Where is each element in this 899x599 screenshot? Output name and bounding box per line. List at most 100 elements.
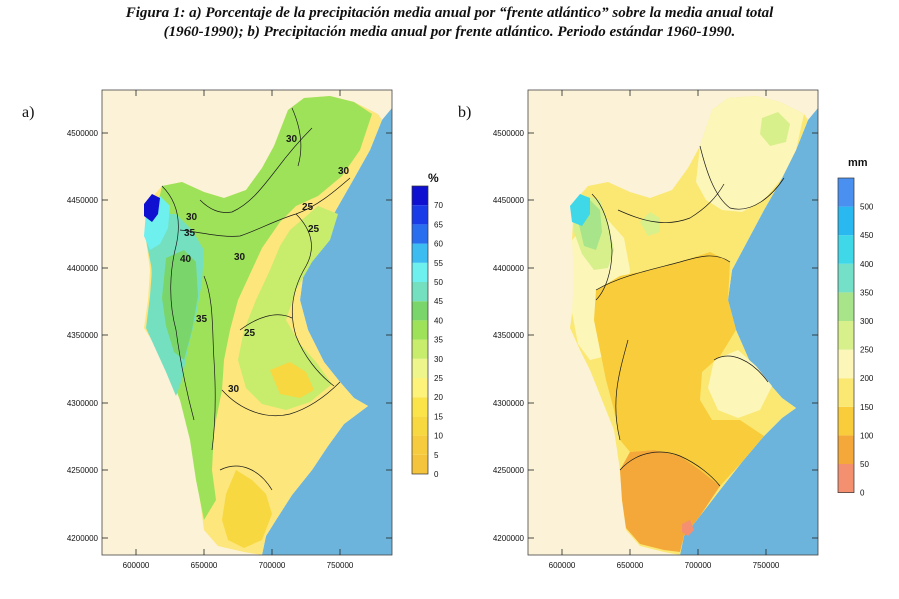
legend-swatch (838, 464, 854, 493)
x-tick-label: 600000 (123, 561, 150, 570)
legend-swatch (838, 235, 854, 264)
legend-swatch (838, 206, 854, 236)
panel-b-legend-unit: mm (848, 157, 868, 169)
contour-label: 30 (234, 252, 246, 263)
legend-label: 15 (434, 412, 443, 421)
legend-swatch (412, 397, 428, 417)
legend-swatch (838, 292, 854, 321)
legend-swatch (412, 454, 428, 474)
panel-a-zone-20-25-south (222, 470, 272, 548)
contour-label: 35 (196, 314, 208, 325)
legend-swatch (838, 178, 854, 207)
legend-swatch (412, 416, 428, 436)
x-tick-label: 650000 (617, 561, 644, 570)
panel-b-zone-250-300-peak (760, 112, 790, 146)
y-tick-label: 4500000 (493, 129, 525, 138)
legend-frame (837, 177, 855, 493)
legend-label: 0 (434, 470, 439, 479)
panel-a-legend-unit: % (428, 171, 439, 185)
panel-b-zone-400-450 (570, 194, 590, 226)
legend-label: 0 (860, 489, 865, 498)
legend-swatch (412, 205, 428, 225)
y-tick-label: 4450000 (493, 196, 525, 205)
panel-b-zone-250-300-inland (640, 212, 660, 236)
legend-label: 300 (860, 317, 874, 326)
legend-swatch (838, 378, 854, 407)
legend-swatch (412, 301, 428, 321)
y-tick-label: 4200000 (67, 534, 99, 543)
panel-b-axes: 600000 650000 700000 750000 4500000 4450000 44… (493, 90, 818, 570)
panel-b-zone-50-100 (620, 450, 720, 552)
y-tick-label: 4300000 (67, 399, 99, 408)
panel-a-frame (101, 89, 393, 556)
legend-swatch (412, 186, 428, 206)
legend-label: 60 (434, 240, 443, 249)
panel-a-sea (262, 90, 392, 555)
panel-a-contours (161, 107, 351, 491)
legend-swatch (838, 321, 854, 350)
contour-label: 25 (302, 202, 314, 213)
legend-swatch (412, 224, 428, 244)
panel-b-letter: b) (458, 104, 472, 121)
legend-label: 30 (434, 355, 443, 364)
legend-label: 20 (434, 393, 443, 402)
panel-b-zone-100-150 (594, 252, 764, 486)
legend-label: 5 (434, 451, 439, 460)
legend-swatch (412, 262, 428, 282)
legend-label: 55 (434, 259, 443, 268)
y-tick-label: 4250000 (493, 466, 525, 475)
legend-label: 40 (434, 316, 443, 325)
y-tick-label: 4200000 (493, 534, 525, 543)
panel-a-axes: 600000 650000 700000 750000 4500000 4450000 44… (67, 90, 392, 570)
contour-label: 25 (308, 224, 320, 235)
legend-label: 70 (434, 201, 443, 210)
panel-a-zone-30-35 (150, 96, 372, 520)
y-tick-label: 4400000 (493, 264, 525, 273)
contour-label: 30 (286, 134, 298, 145)
panel-b-zone-0-50 (682, 520, 694, 536)
panel-a-zone-20-25-coast (270, 362, 314, 398)
panel-b-contours (591, 145, 785, 487)
panel-a-zone-70 (144, 194, 160, 222)
legend-label: 50 (860, 460, 869, 469)
panel-b-sea (680, 90, 818, 555)
contour-label: 25 (244, 328, 256, 339)
y-tick-label: 4500000 (67, 129, 99, 138)
contour-label: 30 (186, 212, 198, 223)
legend-label: 400 (860, 260, 874, 269)
panel-a-letter: a) (22, 104, 35, 121)
legend-swatch (412, 243, 428, 263)
panel-b-zone-200-250-coast (708, 350, 772, 418)
legend-label: 50 (434, 278, 443, 287)
panel-a-zone-25-30 (238, 206, 338, 410)
legend-label: 45 (434, 297, 443, 306)
y-tick-label: 4450000 (67, 196, 99, 205)
panel-b-frame (527, 89, 819, 556)
legend-label: 350 (860, 288, 874, 297)
legend-label: 250 (860, 346, 874, 355)
map-panel-a: 30 25 25 30 40 30 30 35 25 30 35 600000 6… (67, 89, 443, 570)
x-tick-label: 700000 (685, 561, 712, 570)
legend-label: 10 (434, 432, 443, 441)
legend-swatch (412, 320, 428, 340)
caption-line-1: Figura 1: a) Porcentaje de la precipitac… (125, 5, 774, 21)
x-tick-label: 700000 (259, 561, 286, 570)
legend-frame (411, 185, 429, 475)
legend-label: 500 (860, 203, 874, 212)
y-tick-label: 4250000 (67, 466, 99, 475)
contour-label: 30 (338, 166, 350, 177)
legend-label: 65 (434, 220, 443, 229)
panel-b-legend: 0 50 100 150 200 250 300 350 400 450 500 (837, 177, 874, 498)
legend-label: 35 (434, 336, 443, 345)
x-tick-label: 600000 (549, 561, 576, 570)
contour-label: 30 (228, 384, 240, 395)
legend-swatch (838, 435, 854, 464)
x-tick-label: 750000 (327, 561, 354, 570)
panel-a-legend: 0 5 10 15 20 25 30 35 40 45 50 55 60 65 70 (411, 185, 443, 479)
legend-swatch (412, 435, 428, 455)
legend-swatch (412, 282, 428, 302)
contour-label: 40 (180, 254, 192, 265)
contour-label: 35 (184, 228, 196, 239)
panel-a-contour-labels: 30 25 25 30 40 30 30 35 25 30 35 (180, 134, 350, 395)
x-tick-label: 750000 (753, 561, 780, 570)
